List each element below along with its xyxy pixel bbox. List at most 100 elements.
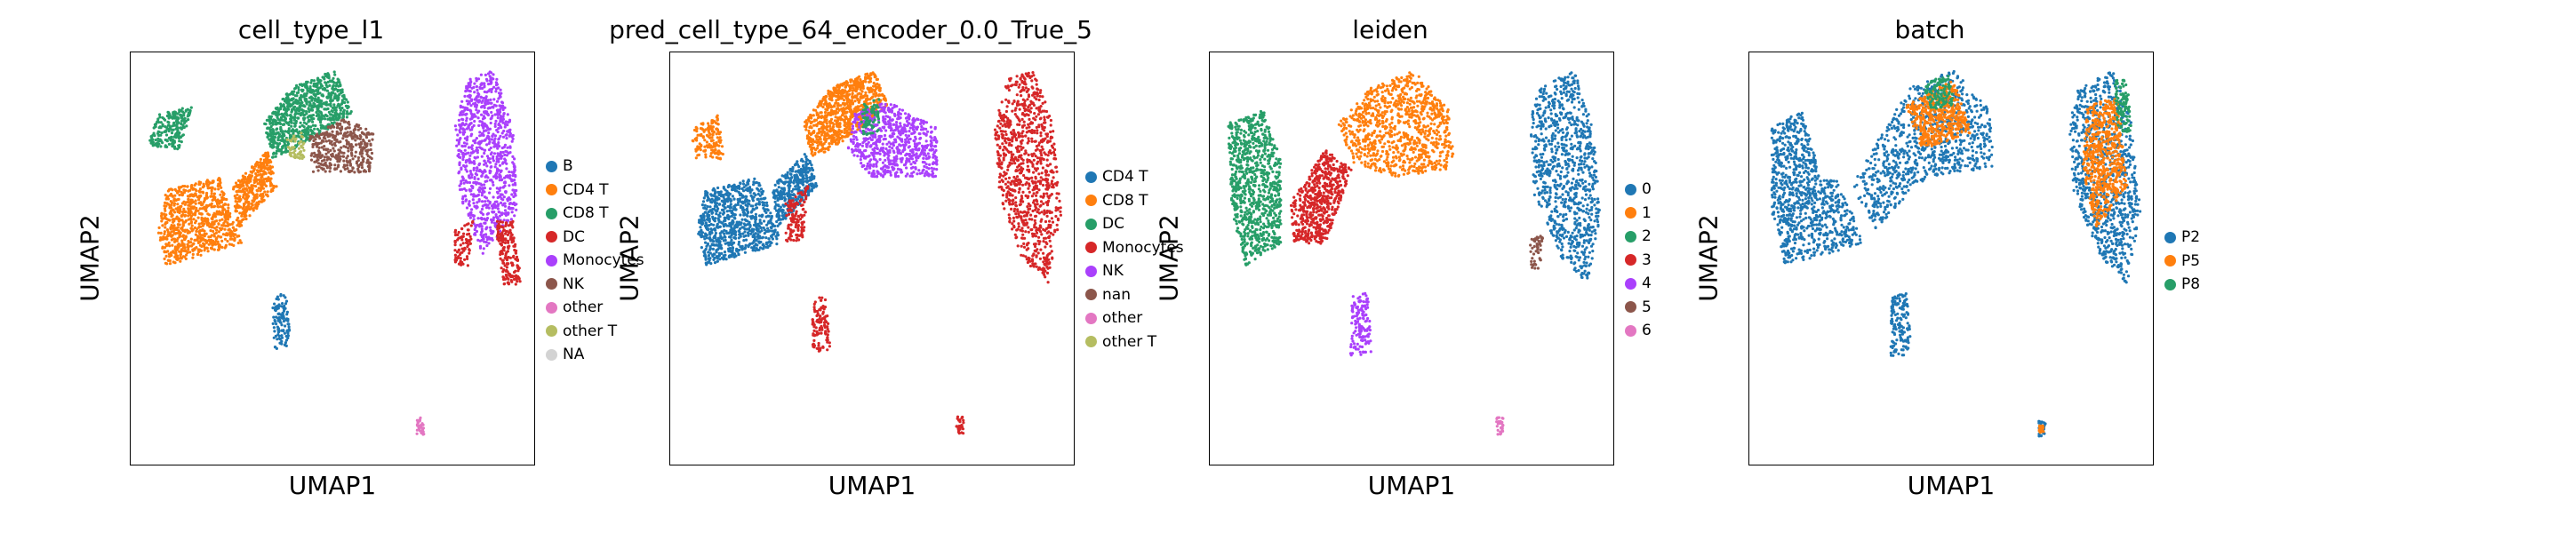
legend-label: B xyxy=(563,157,573,176)
point-cluster xyxy=(1227,109,1283,266)
legend-marker xyxy=(1625,230,1636,243)
legend-label: 0 xyxy=(1642,180,1652,199)
legend-marker xyxy=(546,254,557,266)
legend-label: CD8 T xyxy=(563,204,609,223)
legend-label: other T xyxy=(1102,332,1157,351)
legend-item: CD8 T xyxy=(546,202,644,226)
legend-item: other T xyxy=(1085,330,1184,354)
y-axis-label: UMAP2 xyxy=(75,214,105,302)
legend-marker xyxy=(1085,242,1097,254)
legend-item: NA xyxy=(546,343,644,367)
plot-area xyxy=(1748,52,2154,465)
legend-marker xyxy=(2164,255,2176,267)
umap-panel-2: leiden UMAP1 UMAP2 0 1 2 3 4 5 6 xyxy=(1079,0,1701,533)
legend-item: 1 xyxy=(1625,202,1652,226)
legend-marker xyxy=(546,278,557,290)
point-cluster xyxy=(1337,71,1455,178)
legend-marker xyxy=(1085,218,1097,230)
point-cluster xyxy=(1529,235,1544,270)
point-cluster xyxy=(1495,416,1505,436)
scatter-plot xyxy=(1770,69,2142,438)
x-axis-label: UMAP1 xyxy=(1907,471,1996,500)
point-cluster xyxy=(955,415,965,435)
legend-marker xyxy=(1625,324,1636,337)
legend-label: DC xyxy=(563,227,585,246)
legend-item: 0 xyxy=(1625,178,1652,202)
legend-label: P8 xyxy=(2181,275,2201,294)
legend-label: P5 xyxy=(2181,251,2201,270)
legend-marker xyxy=(2164,231,2176,243)
legend-label: other xyxy=(563,298,604,317)
point-cluster xyxy=(156,177,243,266)
legend-label: 5 xyxy=(1642,298,1652,316)
legend-item: 2 xyxy=(1625,225,1652,249)
point-cluster xyxy=(2037,424,2045,434)
legend-marker xyxy=(1085,289,1097,301)
point-cluster xyxy=(846,102,939,179)
legend: 0 1 2 3 4 5 6 xyxy=(1625,178,1652,343)
x-axis-label: UMAP1 xyxy=(828,471,916,500)
legend-marker xyxy=(546,160,557,172)
point-cluster xyxy=(1924,75,1955,110)
legend-item: other T xyxy=(546,320,644,344)
legend-item: P8 xyxy=(2164,273,2200,297)
point-cluster xyxy=(263,70,353,159)
point-cluster xyxy=(1348,291,1372,357)
point-cluster xyxy=(148,106,193,151)
point-cluster xyxy=(993,71,1062,284)
point-cluster xyxy=(1852,69,1994,230)
x-axis-label: UMAP1 xyxy=(288,471,377,500)
umap-panel-3: batch UMAP1 UMAP2 P2 P5 P8 xyxy=(1619,0,2241,533)
legend-marker xyxy=(2164,278,2176,290)
legend-item: Monocytes xyxy=(1085,236,1184,260)
panel-title: cell_type_l1 xyxy=(237,15,385,44)
legend-item: DC xyxy=(1085,212,1184,236)
point-cluster xyxy=(271,292,292,350)
legend-item: 4 xyxy=(1625,272,1652,296)
legend-marker xyxy=(546,348,557,361)
legend-item: CD4 T xyxy=(1085,165,1184,189)
legend-label: NA xyxy=(563,346,585,364)
legend: CD4 T CD8 T DC Monocytes NK nan other other T xyxy=(1085,165,1184,354)
legend-item: CD8 T xyxy=(1085,189,1184,213)
point-cluster xyxy=(811,296,831,353)
legend-label: DC xyxy=(1102,215,1124,234)
panel-title: leiden xyxy=(1352,15,1428,44)
legend-marker xyxy=(1085,336,1097,348)
y-axis-label: UMAP2 xyxy=(614,214,644,302)
point-cluster xyxy=(415,416,426,436)
legend: B CD4 T CD8 T DC Monocytes NK other other T NA xyxy=(546,155,644,367)
legend-marker xyxy=(1625,183,1636,195)
point-cluster xyxy=(1770,111,1862,265)
legend-marker xyxy=(1085,195,1097,207)
legend-marker xyxy=(1625,301,1636,314)
y-axis-label: UMAP2 xyxy=(1693,214,1724,302)
point-cluster xyxy=(285,131,306,160)
point-cluster xyxy=(784,185,810,243)
legend-marker xyxy=(1085,312,1097,324)
plot-area xyxy=(130,52,535,465)
legend-label: Monocytes xyxy=(563,251,644,270)
legend-label: NK xyxy=(1102,262,1124,281)
x-axis-label: UMAP1 xyxy=(1367,471,1456,500)
legend-label: NK xyxy=(563,274,584,293)
legend-label: other T xyxy=(563,322,618,340)
point-cluster xyxy=(1530,71,1601,280)
point-cluster xyxy=(495,219,522,286)
legend-label: nan xyxy=(1102,285,1131,304)
point-cluster xyxy=(453,70,518,255)
legend: P2 P5 P8 xyxy=(2164,226,2200,297)
panel-title: pred_cell_type_64_encoder_0.0_True_5 xyxy=(609,15,1092,44)
legend-marker xyxy=(546,207,557,219)
legend-item: other xyxy=(1085,306,1184,330)
legend-label: 4 xyxy=(1642,274,1652,293)
legend-item: B xyxy=(546,155,644,179)
legend-label: P2 xyxy=(2181,228,2201,247)
y-axis-label: UMAP2 xyxy=(1154,214,1184,302)
legend-label: Monocytes xyxy=(1102,238,1184,257)
legend-item: 6 xyxy=(1625,319,1652,343)
legend-marker xyxy=(1085,265,1097,277)
legend-item: 3 xyxy=(1625,249,1652,273)
legend-item: CD4 T xyxy=(546,179,644,203)
legend-item: P2 xyxy=(2164,226,2200,250)
